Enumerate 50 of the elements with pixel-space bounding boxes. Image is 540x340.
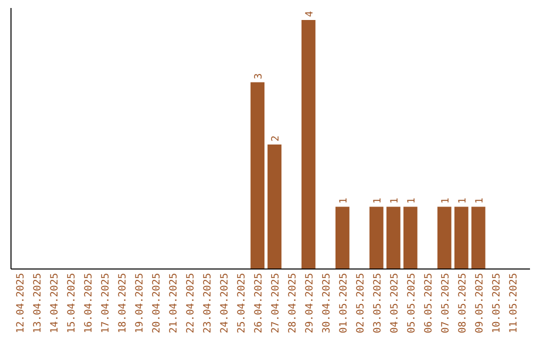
- data-label: 3: [254, 73, 265, 80]
- x-tick-label: 04.05.2025: [389, 273, 400, 334]
- data-label: 1: [338, 198, 350, 204]
- x-tick-label: 09.05.2025: [474, 273, 486, 334]
- x-tick-label: 27.04.2025: [270, 273, 282, 334]
- data-label: 1: [406, 198, 418, 204]
- x-tick-label: 16.04.2025: [84, 273, 95, 334]
- x-tick-label: 17.04.2025: [100, 273, 112, 334]
- x-tick-label: 12.04.2025: [16, 273, 27, 334]
- bar: [302, 20, 316, 269]
- x-tick-label: 03.05.2025: [372, 273, 384, 334]
- bar: [369, 206, 384, 269]
- data-label: 4: [304, 10, 316, 17]
- data-label: 2: [270, 135, 282, 142]
- x-tick-label: 20.04.2025: [152, 273, 163, 334]
- x-tick-label: 05.05.2025: [406, 273, 418, 334]
- data-label: 1: [440, 198, 452, 204]
- bar: [403, 206, 418, 269]
- x-tick-label: 14.04.2025: [50, 273, 61, 334]
- data-label: 1: [474, 198, 486, 204]
- x-tick-label: 13.04.2025: [32, 273, 44, 334]
- x-tick-label: 07.05.2025: [440, 273, 452, 334]
- bar: [386, 206, 400, 269]
- x-tick-label: 24.04.2025: [220, 273, 231, 334]
- x-tick-label: 08.05.2025: [457, 273, 468, 334]
- bar: [454, 206, 468, 269]
- bar: [335, 206, 350, 269]
- x-tick-label: 19.04.2025: [134, 273, 146, 334]
- x-tick-label: 30.04.2025: [321, 273, 332, 334]
- x-tick-label: 18.04.2025: [118, 273, 129, 334]
- x-tick-label: 10.05.2025: [491, 273, 502, 334]
- x-tick-label: 02.05.2025: [355, 273, 366, 334]
- x-tick-label: 22.04.2025: [186, 273, 197, 334]
- x-tick-label: 11.05.2025: [508, 273, 520, 334]
- x-tick-label: 26.04.2025: [254, 273, 265, 334]
- x-tick-label: 06.05.2025: [423, 273, 434, 334]
- x-tick-label: 15.04.2025: [66, 273, 78, 334]
- x-tick-label: 29.04.2025: [304, 273, 316, 334]
- data-label: 1: [389, 198, 400, 204]
- data-label: 1: [372, 198, 384, 204]
- x-tick-label: 23.04.2025: [202, 273, 214, 334]
- x-tick-label: 28.04.2025: [287, 273, 298, 334]
- data-label: 1: [457, 198, 468, 204]
- x-tick-label: 21.04.2025: [168, 273, 180, 334]
- bar: [471, 206, 486, 269]
- x-tick-label: 25.04.2025: [236, 273, 248, 334]
- x-tick-label: 01.05.2025: [338, 273, 350, 334]
- bar: [437, 206, 452, 269]
- bar: [250, 82, 264, 269]
- bar: [268, 144, 282, 269]
